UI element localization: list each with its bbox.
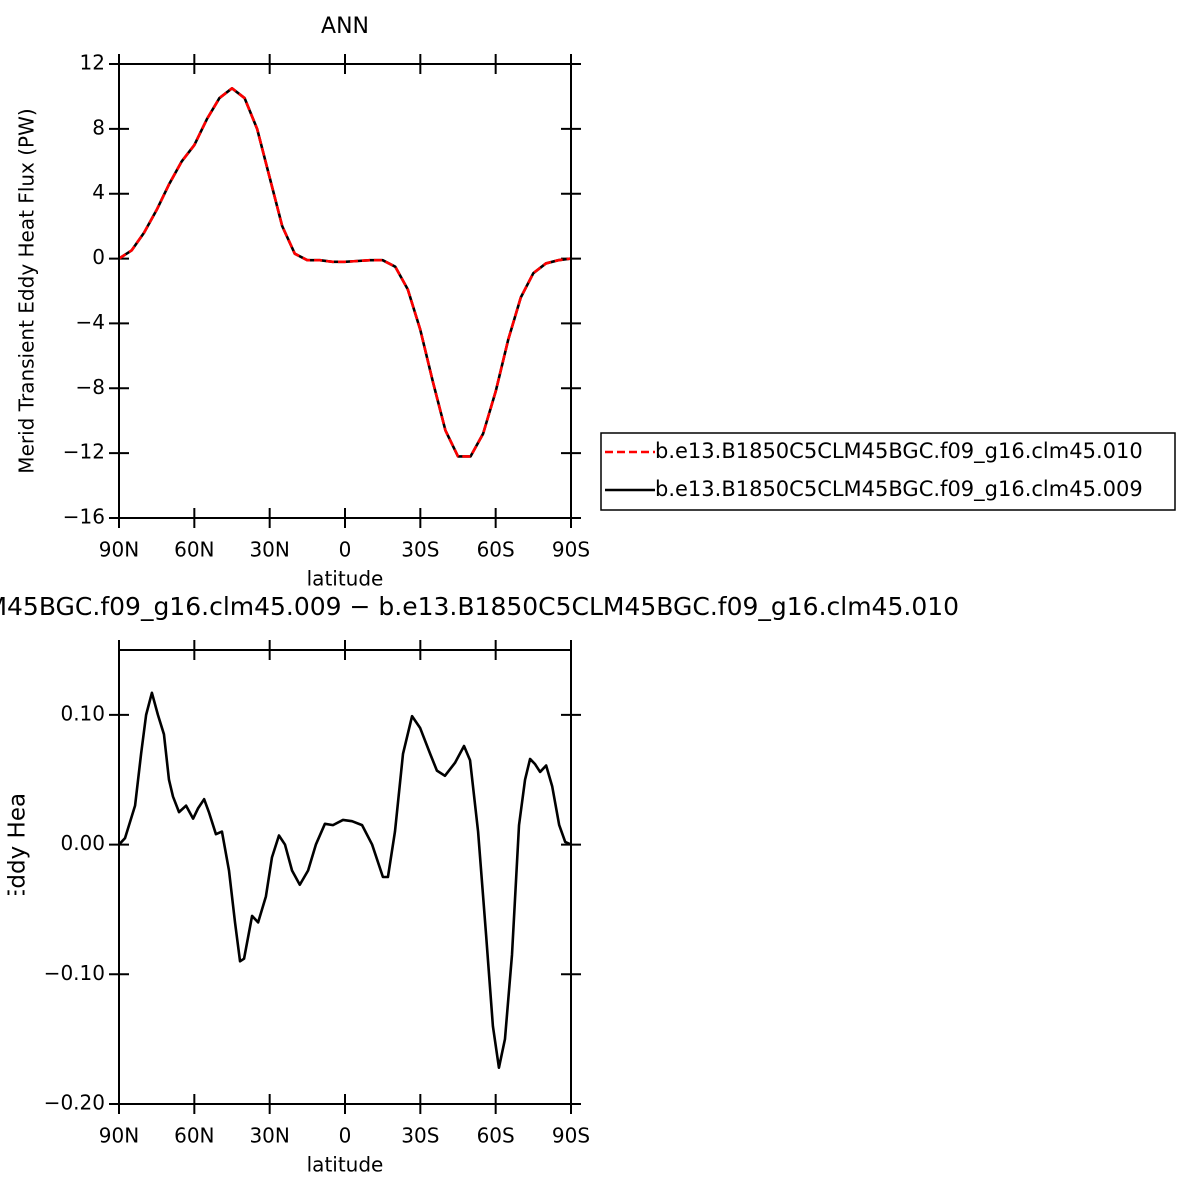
x-tick-label: 0 bbox=[339, 1124, 352, 1148]
x-tick-label: 0 bbox=[339, 538, 352, 562]
x-axis-label: latitude bbox=[307, 1153, 384, 1177]
x-tick-label: 30N bbox=[249, 538, 289, 562]
y-tick-label: 0 bbox=[92, 245, 105, 269]
x-tick-label: 90N bbox=[99, 538, 139, 562]
chart-title: b.e13.B1850C5CLM45BGC.f09_g16.clm45.009 … bbox=[0, 592, 959, 621]
x-tick-label: 90S bbox=[552, 538, 590, 562]
y-axis-label: Merid Transient Eddy Heat Flux (PW) bbox=[15, 108, 39, 473]
x-tick-label: 60N bbox=[174, 1124, 214, 1148]
legend-label: b.e13.B1850C5CLM45BGC.f09_g16.clm45.009 bbox=[655, 477, 1143, 502]
data-line bbox=[118, 87, 572, 458]
y-tick-label: −0.20 bbox=[44, 1091, 105, 1115]
x-tick-label: 90N bbox=[99, 1124, 139, 1148]
x-tick-label: 30S bbox=[401, 1124, 439, 1148]
plot-frame bbox=[118, 649, 572, 1105]
y-tick-label: −0.10 bbox=[44, 961, 105, 985]
plot-frame bbox=[118, 63, 572, 519]
y-tick-label: 12 bbox=[80, 51, 105, 75]
legend-label: b.e13.B1850C5CLM45BGC.f09_g16.clm45.010 bbox=[655, 439, 1143, 464]
x-tick-label: 60S bbox=[477, 1124, 515, 1148]
legend-box bbox=[600, 432, 1176, 511]
x-tick-label: 30N bbox=[249, 1124, 289, 1148]
y-tick-label: 0.00 bbox=[60, 831, 105, 855]
data-line bbox=[118, 87, 572, 458]
x-axis-label: latitude bbox=[307, 567, 384, 591]
x-tick-label: 30S bbox=[401, 538, 439, 562]
y-tick-label: 4 bbox=[92, 180, 105, 204]
y-tick-label: 0.10 bbox=[60, 701, 105, 725]
y-tick-label: −12 bbox=[63, 440, 105, 464]
x-tick-label: 60N bbox=[174, 538, 214, 562]
data-line bbox=[118, 691, 572, 1069]
y-tick-label: −4 bbox=[76, 310, 105, 334]
chart-title: ANN bbox=[321, 14, 369, 39]
x-tick-label: 90S bbox=[552, 1124, 590, 1148]
y-axis-label: Merid Transient Eddy Heat Flux (PW) bbox=[5, 667, 31, 1087]
y-tick-label: −8 bbox=[76, 375, 105, 399]
y-tick-label: 8 bbox=[92, 115, 105, 139]
y-tick-label: −16 bbox=[63, 505, 105, 529]
x-tick-label: 60S bbox=[477, 538, 515, 562]
